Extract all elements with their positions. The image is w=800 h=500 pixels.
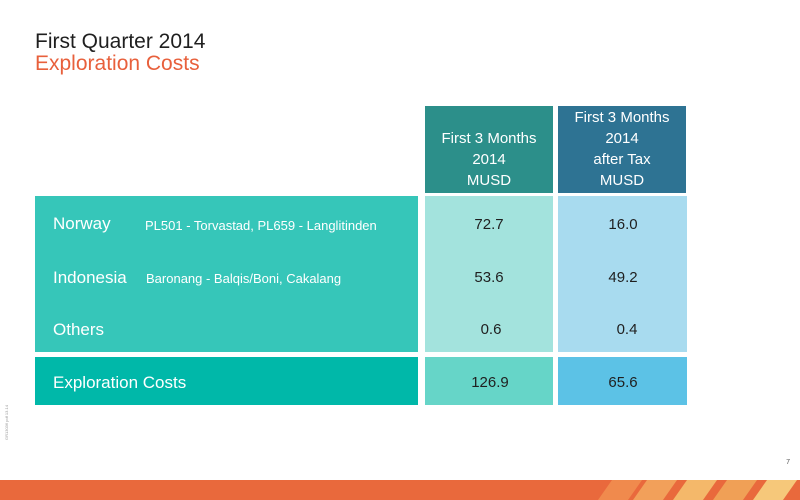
- value-norway-after-tax: 16.0: [608, 216, 638, 233]
- after-tax-values-panel: [558, 196, 687, 352]
- page-title: First Quarter 2014: [35, 30, 206, 53]
- total-before-tax: 126.9: [471, 374, 509, 391]
- total-after-tax: 65.6: [608, 374, 638, 391]
- total-label-panel: [35, 357, 418, 405]
- value-indonesia-before-tax: 53.6: [474, 269, 504, 286]
- footer-stripe: [752, 480, 798, 500]
- column-header-before-tax: First 3 Months 2014 MUSD: [425, 106, 553, 193]
- column-header-line: 2014: [605, 130, 639, 147]
- value-norway-before-tax: 72.7: [474, 216, 504, 233]
- footer-bar: [0, 480, 800, 500]
- side-note: GR13036 pdf 13.14: [4, 405, 9, 440]
- row-detail-indonesia: Baronang - Balqis/Boni, Cakalang: [146, 271, 342, 286]
- row-detail-norway: PL501 - Torvastad, PL659 - Langlitinden: [145, 218, 377, 233]
- footer-stripe: [712, 480, 758, 500]
- page-subtitle: Exploration Costs: [35, 52, 200, 75]
- row-label-others: Others: [53, 320, 105, 339]
- column-header-line: First 3 Months: [574, 109, 670, 126]
- total-label: Exploration Costs: [53, 373, 187, 392]
- row-labels-panel: [35, 196, 418, 352]
- value-indonesia-after-tax: 49.2: [608, 269, 638, 286]
- row-label-indonesia: Indonesia: [53, 268, 127, 287]
- column-header-line: after Tax: [593, 151, 651, 168]
- column-header-line: First 3 Months: [441, 130, 537, 147]
- page-number: 7: [786, 459, 790, 466]
- column-header-line: MUSD: [466, 172, 512, 189]
- column-header-after-tax: First 3 Months 2014 after Tax MUSD: [558, 106, 686, 193]
- footer-stripe: [672, 480, 718, 500]
- column-header-line: 2014: [472, 151, 506, 168]
- value-others-after-tax: 0.4: [616, 321, 638, 338]
- total-after-tax-panel: [558, 357, 687, 405]
- column-header-line: MUSD: [599, 172, 645, 189]
- total-before-tax-panel: [425, 357, 553, 405]
- row-label-norway: Norway: [53, 214, 111, 233]
- before-tax-values-panel: [425, 196, 553, 352]
- value-others-before-tax: 0.6: [480, 321, 502, 338]
